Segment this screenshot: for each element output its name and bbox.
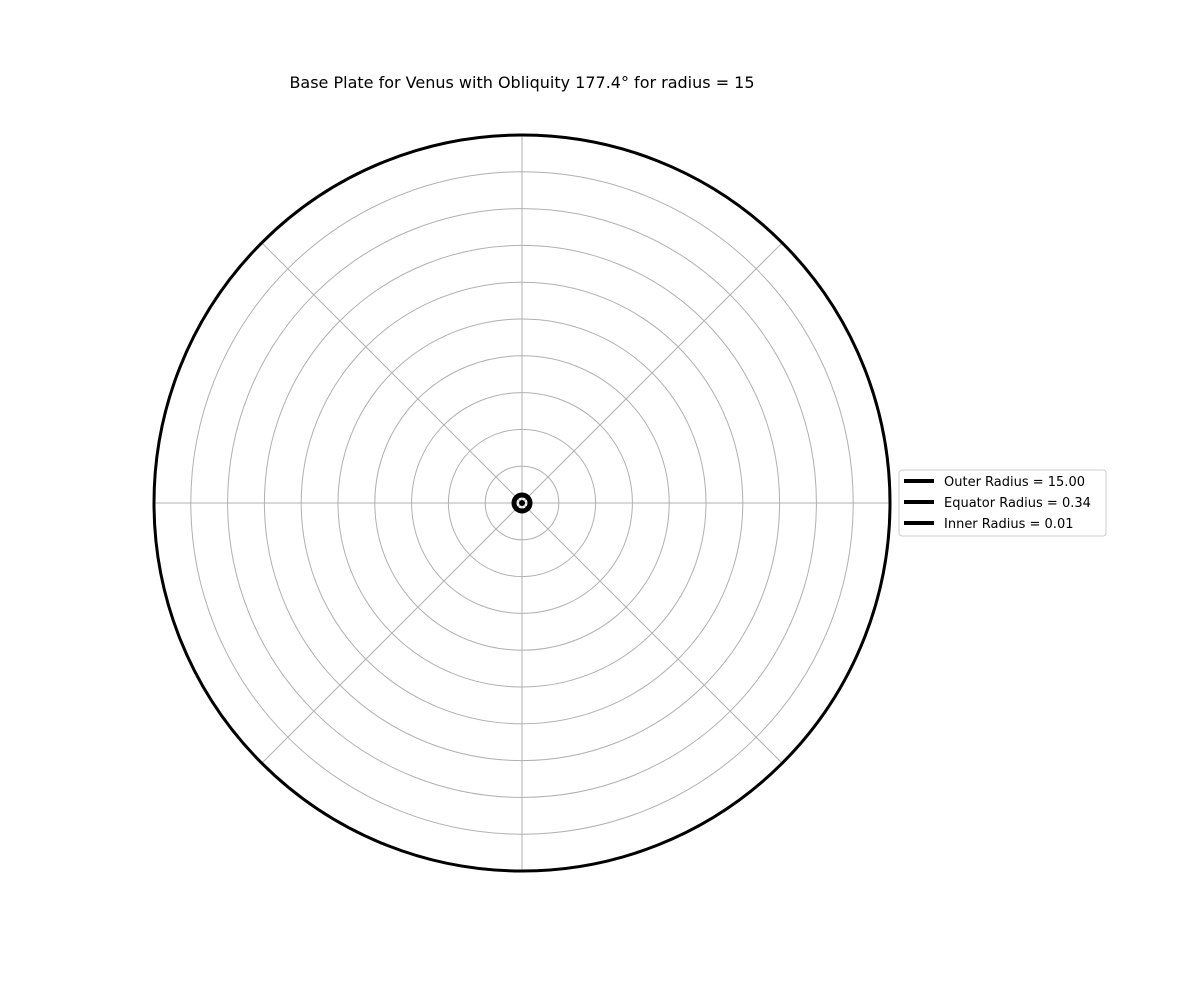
grid-spoke (521, 502, 783, 764)
series-circle (519, 500, 525, 506)
series-circle (152, 133, 892, 873)
grid-spoke (521, 242, 783, 504)
polar-grid (154, 135, 890, 871)
legend-label: Equator Radius = 0.34 (944, 496, 1091, 511)
legend-label: Inner Radius = 0.01 (944, 517, 1073, 532)
grid-spoke (261, 502, 523, 764)
chart-title: Base Plate for Venus with Obliquity 177.… (289, 73, 754, 92)
legend-box (898, 469, 1107, 537)
series-circles (152, 133, 892, 873)
legend: Outer Radius = 15.00 Equator Radius = 0.3… (898, 469, 1107, 537)
grid-spoke (261, 242, 523, 504)
series-circle (511, 492, 533, 514)
legend-label: Outer Radius = 15.00 (944, 475, 1085, 490)
